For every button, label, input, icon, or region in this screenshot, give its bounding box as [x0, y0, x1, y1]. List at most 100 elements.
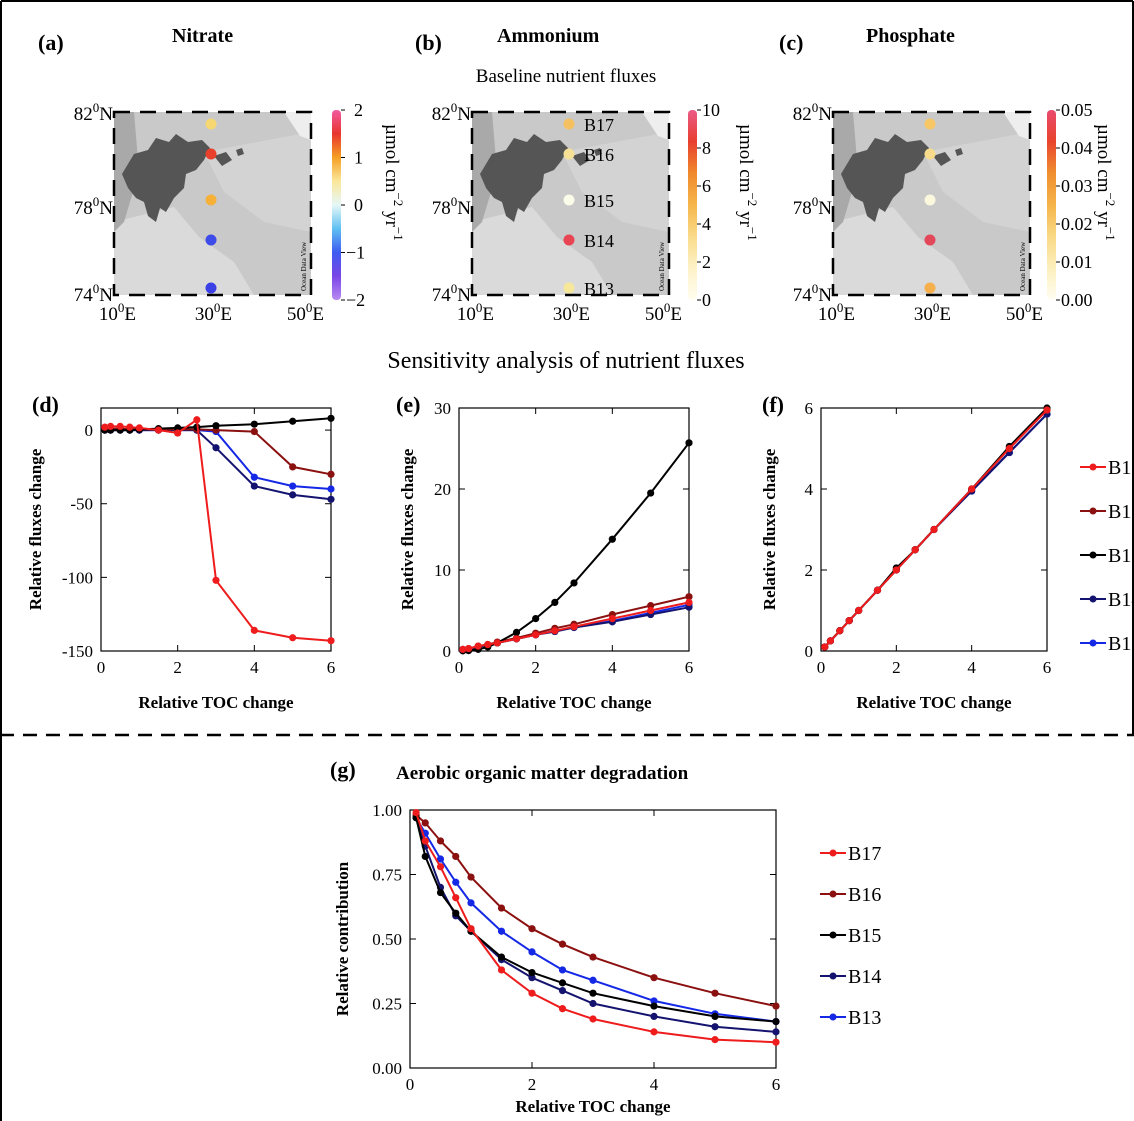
- station-label-B13: B13: [584, 279, 614, 299]
- x-tick-label: 4: [608, 658, 617, 677]
- unit-exp1: −2: [745, 192, 760, 206]
- data-point-B15: [570, 579, 578, 587]
- data-point-B16: [772, 1002, 780, 1010]
- data-point-B17: [873, 586, 882, 594]
- colorbar-tick-label: 1: [354, 148, 363, 168]
- station-marker-B13: [924, 282, 936, 294]
- svalbard-landmass: [122, 134, 210, 222]
- data-point-B17: [193, 416, 201, 424]
- data-point-B17: [512, 635, 521, 643]
- lon-label-50-degree: 0: [1025, 300, 1032, 315]
- colorbar-tick-label: 0.04: [1061, 138, 1093, 158]
- lat-label-82-degree: 0: [451, 100, 458, 115]
- lon-label-50: 500E: [287, 300, 324, 325]
- data-point-B17: [570, 623, 578, 631]
- unit-main: µmol cm: [735, 124, 756, 193]
- lon-label-50-hemisphere: E: [670, 304, 682, 325]
- lon-label-30-value: 30: [553, 304, 572, 325]
- data-point-B15: [685, 439, 693, 447]
- colorbar-unit-label: µmol cm−2 yr−1: [381, 124, 406, 241]
- colorbar-tick-label: 0.02: [1061, 214, 1093, 234]
- x-tick-label: 0: [406, 1075, 415, 1094]
- data-point-B13: [436, 855, 445, 863]
- data-point-B17: [845, 617, 853, 625]
- colorbar-tick-label: 0.03: [1061, 176, 1093, 196]
- ammonium-sensitivity-chart: 0 2 4 6 0 10 20 30 Relative TOC change Relative f…: [398, 399, 693, 712]
- data-point-B16: [650, 974, 658, 982]
- y-tick-label: 1.00: [372, 801, 402, 820]
- data-point-B15: [452, 909, 460, 917]
- data-point-B17: [493, 639, 501, 647]
- data-point-B17: [589, 1015, 597, 1023]
- data-point-B15: [558, 979, 567, 987]
- map-watermark: Ocean Data View: [1019, 241, 1027, 291]
- data-point-B15: [327, 414, 335, 422]
- data-point-B17: [650, 1028, 658, 1036]
- y-tick-label: 10: [434, 561, 451, 580]
- lat-label-82: 820N: [74, 100, 114, 125]
- unit-main: µmol cm: [381, 124, 402, 193]
- x-tick-label: 2: [528, 1075, 537, 1094]
- y-tick-label: 0.75: [372, 866, 402, 885]
- svalbard-landmass: [841, 134, 929, 222]
- y-tick-label: 2: [805, 561, 814, 580]
- lon-label-10-value: 10: [99, 304, 118, 325]
- data-point-B17: [826, 637, 835, 645]
- land-northeast: [284, 112, 311, 140]
- station-marker-B16: [205, 148, 217, 160]
- data-point-B14: [327, 495, 335, 503]
- station-marker-B14: [205, 234, 217, 246]
- data-point-B17: [484, 640, 492, 649]
- series-line-B13: [415, 817, 777, 1023]
- unit-exp2: −1: [391, 227, 406, 241]
- data-point-B17: [459, 645, 467, 653]
- station-label-B17: B17: [584, 115, 614, 135]
- lat-label-78-value: 78: [793, 198, 812, 219]
- colorbar-tick-label: 0.00: [1061, 290, 1093, 310]
- data-point-B14: [589, 999, 597, 1008]
- y-tick-label: 4: [805, 480, 814, 499]
- lat-label-74-value: 74: [74, 285, 94, 306]
- series-line-B15: [415, 817, 777, 1023]
- colorbar-tick-label: 6: [702, 176, 711, 196]
- x-tick-label: 0: [97, 658, 106, 677]
- data-point-B17: [474, 642, 482, 650]
- data-point-B13: [558, 966, 567, 974]
- island-east: [933, 152, 951, 166]
- y-axis-label: Relative contribution: [333, 861, 352, 1016]
- data-point-B17: [528, 989, 536, 997]
- lat-label-82: 820N: [432, 100, 472, 125]
- lat-label-78-degree: 0: [812, 194, 819, 209]
- data-point-B17: [467, 925, 475, 933]
- x-axis-label: Relative TOC change: [515, 1097, 671, 1116]
- unit-mid: yr: [735, 206, 756, 227]
- data-point-B17: [821, 643, 829, 651]
- lat-label-74: 740N: [793, 281, 833, 306]
- station-marker-B16: [563, 148, 575, 160]
- data-point-B17: [452, 894, 460, 902]
- y-tick-label: 20: [434, 480, 451, 499]
- lon-label-10-hemisphere: E: [124, 304, 136, 325]
- x-tick-label: 6: [685, 658, 694, 677]
- colorbar-tick-label: 0.01: [1061, 252, 1093, 272]
- colorbar-tick-label: 10: [702, 100, 720, 120]
- data-point-B17: [930, 525, 938, 534]
- svalbard-landmass: [480, 134, 568, 222]
- data-point-B16: [452, 852, 460, 861]
- land-northeast: [1003, 112, 1030, 140]
- lat-label-82-hemisphere: N: [818, 104, 832, 125]
- x-axis-label: Relative TOC change: [138, 693, 294, 712]
- legend-label-B15: B15: [1108, 545, 1134, 567]
- island-east: [214, 152, 232, 166]
- data-point-B17: [212, 576, 220, 584]
- lat-label-78-value: 78: [74, 198, 93, 219]
- data-point-B17: [497, 966, 506, 974]
- data-point-B14: [558, 987, 567, 995]
- data-point-B13: [452, 878, 460, 886]
- panel-tag-b: (b): [415, 30, 442, 55]
- y-tick-label: -150: [62, 642, 93, 661]
- data-point-B17: [558, 1005, 567, 1013]
- data-point-B15: [711, 1012, 719, 1021]
